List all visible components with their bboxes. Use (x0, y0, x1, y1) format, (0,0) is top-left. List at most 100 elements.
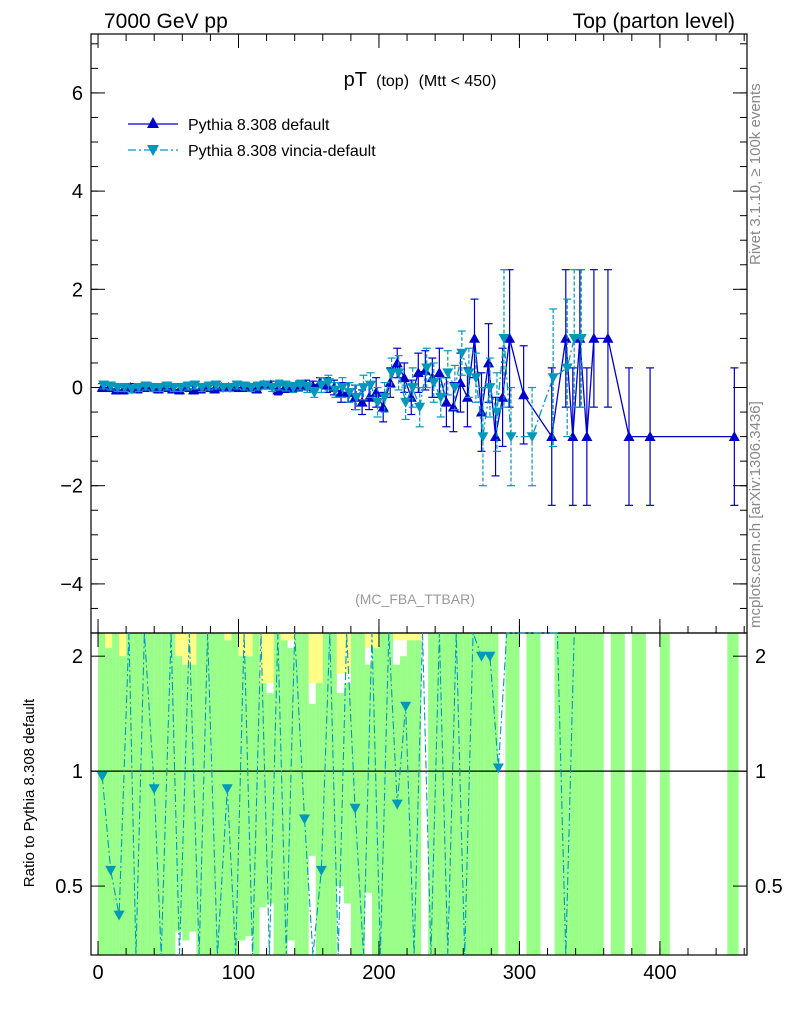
data-point-vincia (568, 334, 580, 344)
ratio-band-green (336, 693, 344, 887)
ratio-data-point (400, 701, 412, 712)
data-point-vincia (343, 388, 355, 398)
ratio-data-point (148, 784, 160, 795)
ratio-band-yellow (280, 633, 295, 641)
data-point-vincia (491, 407, 503, 418)
ratio-xtick-label: 0 (92, 962, 103, 984)
data-point-vincia (365, 380, 377, 391)
ratio-series-line (101, 632, 575, 956)
data-point-vincia (245, 383, 257, 394)
ratio-band-yellow (238, 633, 253, 657)
plot-title: pT (top) (Mtt < 450) (344, 69, 497, 91)
ratio-band-green (631, 633, 646, 955)
data-point-default (546, 431, 558, 442)
data-point-default (602, 332, 614, 343)
main-ytick-label: −4 (60, 574, 83, 596)
data-point-vincia (133, 383, 145, 394)
ratio-band-yellow (308, 633, 323, 684)
ratio-band-yellow (105, 633, 113, 649)
side-text-mcplots: mcplots.cern.ch [arXiv:1306.3436] (747, 401, 764, 628)
ratio-xtick-label: 100 (222, 962, 255, 984)
data-point-vincia (477, 432, 489, 443)
ratio-panel-frame (90, 632, 748, 956)
data-point-default (476, 406, 488, 417)
ratio-band-green (133, 633, 141, 955)
data-point-vincia (372, 397, 384, 408)
ratio-band-yellow (119, 633, 127, 657)
ratio-band-yellow (224, 633, 232, 641)
ratio-band-green (266, 693, 274, 904)
ratio-band-green (238, 648, 246, 941)
ratio-band-green (245, 656, 253, 937)
data-point-vincia (203, 381, 215, 392)
data-point-default (398, 372, 410, 383)
ratio-band-green (98, 633, 106, 955)
header-left: 7000 GeV pp (104, 10, 228, 33)
ratio-band-green (182, 664, 190, 941)
ratio-band-green (210, 633, 218, 955)
data-point-vincia (154, 383, 166, 394)
data-point-vincia (470, 373, 482, 384)
data-point-default (391, 357, 403, 368)
data-point-vincia (498, 334, 510, 344)
data-point-vincia (575, 334, 587, 344)
legend-marker-vincia (147, 145, 159, 156)
ratio-ytick-label: 1 (72, 761, 83, 783)
ratio-band-green (477, 633, 485, 955)
ratio-band-yellow (175, 633, 183, 657)
ratio-band-green (428, 633, 436, 955)
plot-title-sub2: (Mtt < 450) (419, 73, 497, 90)
ratio-band-green (112, 633, 120, 955)
data-point-default (588, 332, 600, 343)
ratio-band-green (414, 633, 422, 955)
ratio-band-green (287, 648, 295, 941)
ratio-band-green (484, 633, 492, 955)
data-point-default (623, 431, 635, 442)
ratio-data-point (315, 865, 327, 876)
ratio-band-green (175, 648, 183, 932)
data-point-default (490, 431, 502, 442)
data-point-default (497, 391, 509, 402)
plot-title-main: pT (344, 69, 367, 91)
ratio-band-green (105, 633, 113, 955)
ratio-band-green (294, 633, 302, 955)
data-point-vincia (182, 381, 194, 392)
ratio-band-yellow (393, 633, 422, 641)
ratio-data-point (105, 865, 117, 876)
ratio-band-green (168, 633, 176, 955)
data-point-default (518, 389, 530, 400)
ratio-band-green (596, 633, 604, 955)
ratio-band-green (147, 633, 155, 955)
data-point-vincia (308, 388, 320, 398)
data-point-vincia (252, 381, 264, 392)
ratio-xtick-label: 400 (643, 962, 676, 984)
ratio-band-green (280, 633, 288, 955)
ratio-band-green (449, 633, 457, 955)
data-point-vincia (126, 384, 138, 395)
data-point-vincia (414, 402, 426, 413)
ratio-band-green (554, 633, 569, 955)
ratio-band-green (329, 633, 337, 955)
data-point-vincia (463, 368, 475, 379)
main-ytick-label: 6 (72, 83, 83, 105)
ratio-band-green (582, 633, 597, 955)
data-point-vincia (484, 383, 496, 394)
data-point-vincia (329, 385, 341, 396)
plot-title-sub1: (top) (376, 73, 409, 90)
legend-entry-default: Pythia 8.308 default (128, 117, 330, 134)
data-point-default (370, 386, 382, 397)
ratio-band-green (435, 633, 443, 955)
ratio-band-green (140, 633, 148, 955)
ratio-band-green (259, 664, 267, 908)
side-text-rivet: Rivet 3.1.10, ≥ 100k events (747, 83, 764, 265)
ratio-data-point (299, 814, 311, 825)
ratio-band-green (161, 633, 169, 955)
ratio-band-green (378, 633, 386, 955)
data-point-vincia (561, 363, 573, 374)
data-point-vincia (358, 383, 370, 394)
ratio-band-green (189, 633, 197, 932)
ratio-band-green (400, 656, 408, 955)
main-ytick-label: 2 (72, 279, 83, 301)
